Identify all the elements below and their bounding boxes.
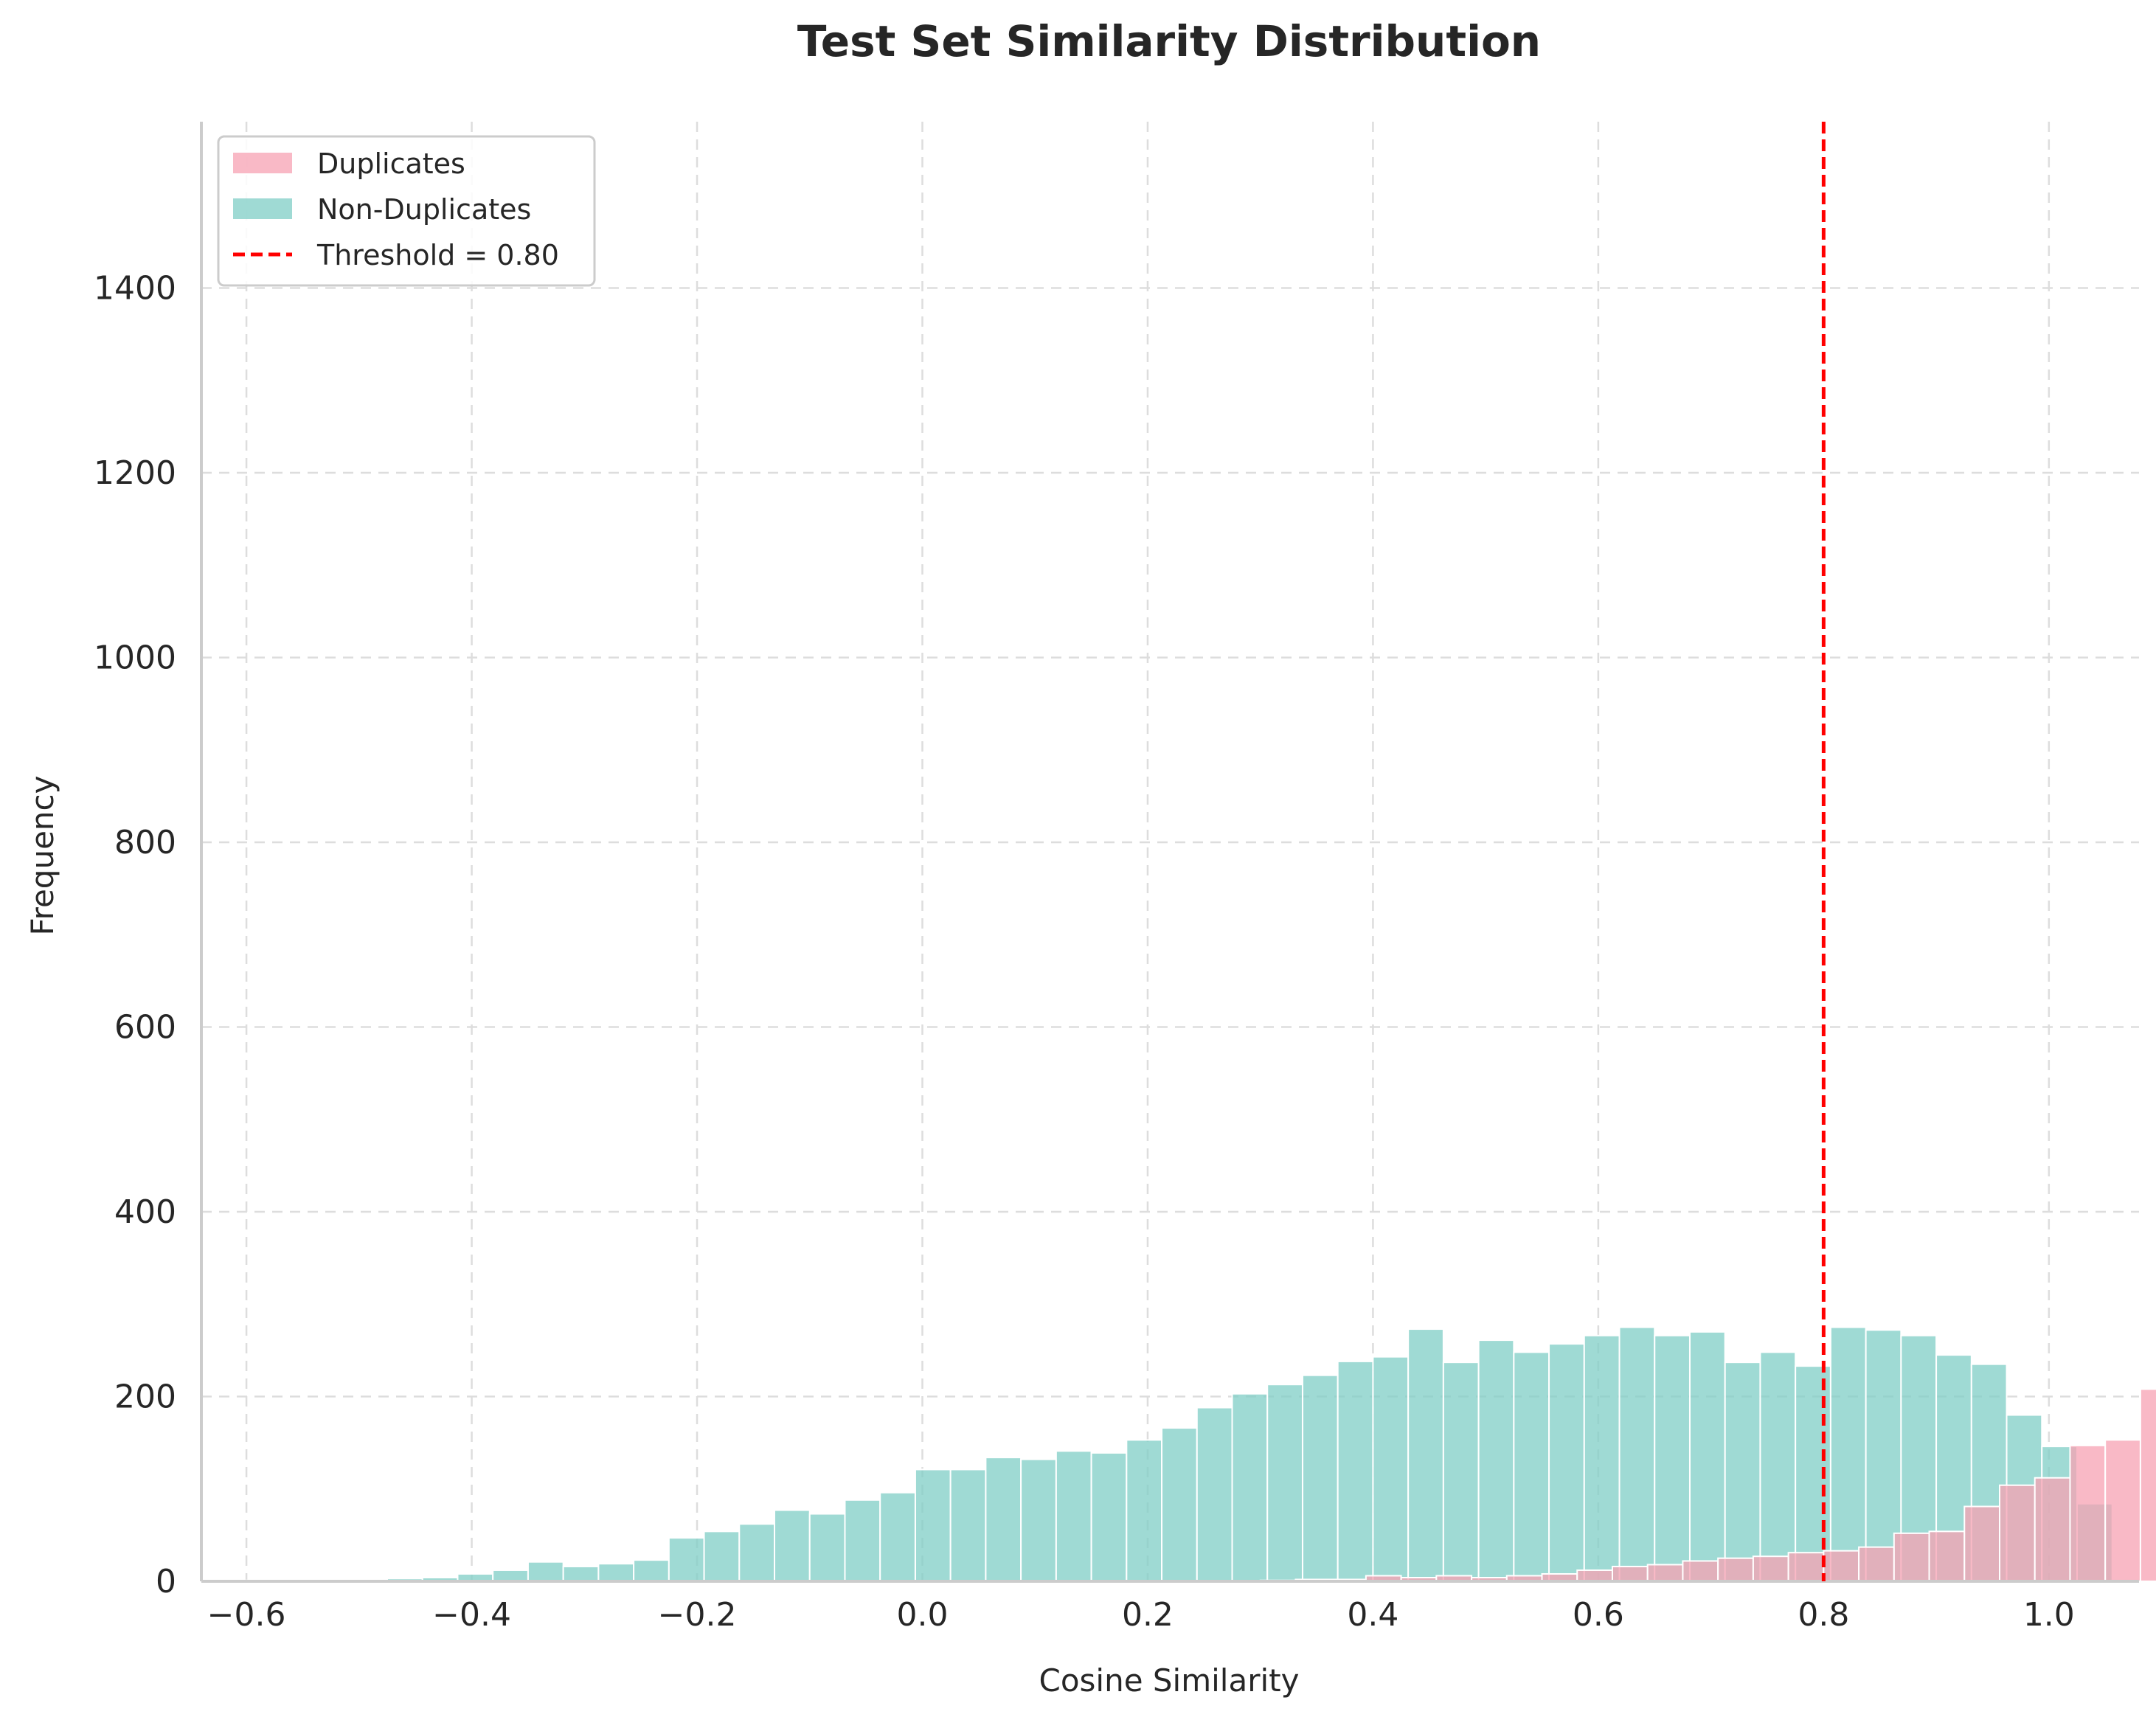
bar-non-duplicates bbox=[1020, 1458, 1057, 1582]
legend: Duplicates Non-Duplicates Threshold = 0.… bbox=[217, 135, 596, 287]
y-tick-label: 400 bbox=[114, 1193, 176, 1231]
y-tick-label: 200 bbox=[114, 1378, 176, 1415]
bar-non-duplicates bbox=[1407, 1328, 1444, 1582]
bar-duplicates bbox=[1682, 1560, 1719, 1583]
bar-duplicates bbox=[1646, 1564, 1684, 1582]
bar-duplicates bbox=[1893, 1532, 1930, 1583]
bar-non-duplicates bbox=[1583, 1334, 1621, 1582]
bar-non-duplicates bbox=[1372, 1356, 1410, 1582]
bar-non-duplicates bbox=[844, 1499, 881, 1583]
bar-non-duplicates bbox=[1055, 1450, 1092, 1583]
legend-non-duplicates-swatch bbox=[233, 198, 292, 219]
x-tick-label: 0.0 bbox=[896, 1596, 948, 1634]
x-tick-label: 0.8 bbox=[1798, 1596, 1849, 1634]
bar-non-duplicates bbox=[1126, 1439, 1163, 1583]
bar-non-duplicates bbox=[1477, 1339, 1515, 1582]
y-tick-label: 1000 bbox=[94, 639, 176, 676]
y-tick-label: 800 bbox=[114, 824, 176, 861]
legend-duplicates-label: Duplicates bbox=[317, 148, 465, 180]
legend-duplicates-swatch bbox=[233, 153, 292, 173]
bar-non-duplicates bbox=[1090, 1451, 1128, 1582]
bar-duplicates bbox=[2034, 1477, 2071, 1582]
bar-duplicates bbox=[1823, 1550, 1860, 1583]
bar-duplicates bbox=[2104, 1439, 2141, 1583]
bar-non-duplicates bbox=[562, 1565, 600, 1582]
x-tick-label: 0.6 bbox=[1573, 1596, 1624, 1634]
bar-non-duplicates bbox=[703, 1530, 741, 1582]
bar-non-duplicates bbox=[1724, 1362, 1761, 1583]
chart-title: Test Set Similarity Distribution bbox=[797, 16, 1541, 66]
legend-non-duplicates-label: Non-Duplicates bbox=[317, 193, 531, 226]
bar-non-duplicates bbox=[492, 1569, 529, 1583]
bar-non-duplicates bbox=[1654, 1334, 1691, 1582]
bar-non-duplicates bbox=[1829, 1326, 1867, 1583]
y-tick-label: 1400 bbox=[94, 269, 176, 307]
bar-non-duplicates bbox=[914, 1468, 952, 1583]
bar-non-duplicates bbox=[1231, 1392, 1269, 1583]
bar-duplicates bbox=[1611, 1565, 1649, 1582]
bar-non-duplicates bbox=[985, 1457, 1022, 1582]
bar-non-duplicates bbox=[633, 1559, 670, 1582]
bar-duplicates bbox=[1787, 1552, 1825, 1583]
y-tick-label: 0 bbox=[156, 1563, 176, 1600]
bar-non-duplicates bbox=[1548, 1343, 1585, 1582]
legend-threshold-label: Threshold = 0.80 bbox=[316, 239, 559, 271]
bar-non-duplicates bbox=[1266, 1384, 1303, 1583]
y-axis-label: Frequency bbox=[24, 776, 60, 936]
bar-duplicates bbox=[2069, 1444, 2107, 1582]
x-tick-label: −0.6 bbox=[207, 1596, 286, 1634]
bar-duplicates bbox=[1717, 1557, 1754, 1583]
bar-non-duplicates bbox=[1513, 1351, 1550, 1583]
bar-non-duplicates bbox=[1688, 1331, 1726, 1582]
bar-duplicates bbox=[1928, 1530, 1966, 1582]
bar-non-duplicates bbox=[949, 1468, 987, 1583]
x-tick-label: 1.0 bbox=[2023, 1596, 2075, 1634]
bar-non-duplicates bbox=[668, 1537, 705, 1583]
bar-duplicates bbox=[1858, 1546, 1895, 1582]
x-tick-label: −0.2 bbox=[658, 1596, 737, 1634]
axes bbox=[200, 122, 2139, 1583]
bar-non-duplicates bbox=[808, 1513, 846, 1582]
y-tick-label: 1200 bbox=[94, 454, 176, 492]
x-tick-label: 0.4 bbox=[1347, 1596, 1398, 1634]
bar-non-duplicates bbox=[774, 1509, 811, 1582]
bar-non-duplicates bbox=[879, 1491, 916, 1582]
bar-non-duplicates bbox=[1442, 1362, 1480, 1583]
bar-duplicates bbox=[1752, 1555, 1789, 1582]
histogram-bars bbox=[246, 1326, 2156, 1583]
bar-non-duplicates bbox=[1196, 1406, 1233, 1582]
bar-non-duplicates bbox=[1759, 1351, 1797, 1583]
bar-duplicates bbox=[1963, 1505, 2000, 1582]
x-tick-label: −0.4 bbox=[432, 1596, 511, 1634]
bar-non-duplicates bbox=[738, 1523, 776, 1582]
bar-non-duplicates bbox=[1301, 1374, 1339, 1582]
bar-non-duplicates bbox=[1337, 1360, 1374, 1582]
bar-non-duplicates bbox=[1161, 1427, 1198, 1582]
bar-non-duplicates bbox=[597, 1563, 635, 1583]
x-tick-label: 0.2 bbox=[1122, 1596, 1174, 1634]
bar-duplicates bbox=[1998, 1484, 2036, 1582]
legend-frame bbox=[217, 135, 596, 287]
bar-non-duplicates bbox=[1618, 1326, 1656, 1583]
x-axis-label: Cosine Similarity bbox=[1039, 1662, 1300, 1699]
tick-labels: −0.6 −0.4 −0.2 0.0 0.2 0.4 0.6 0.8 1.0 0 200 400 600… bbox=[94, 269, 2075, 1634]
bar-duplicates bbox=[2139, 1388, 2156, 1582]
bar-duplicates bbox=[1576, 1569, 1613, 1583]
y-tick-label: 600 bbox=[114, 1008, 176, 1046]
bar-non-duplicates bbox=[527, 1561, 564, 1582]
